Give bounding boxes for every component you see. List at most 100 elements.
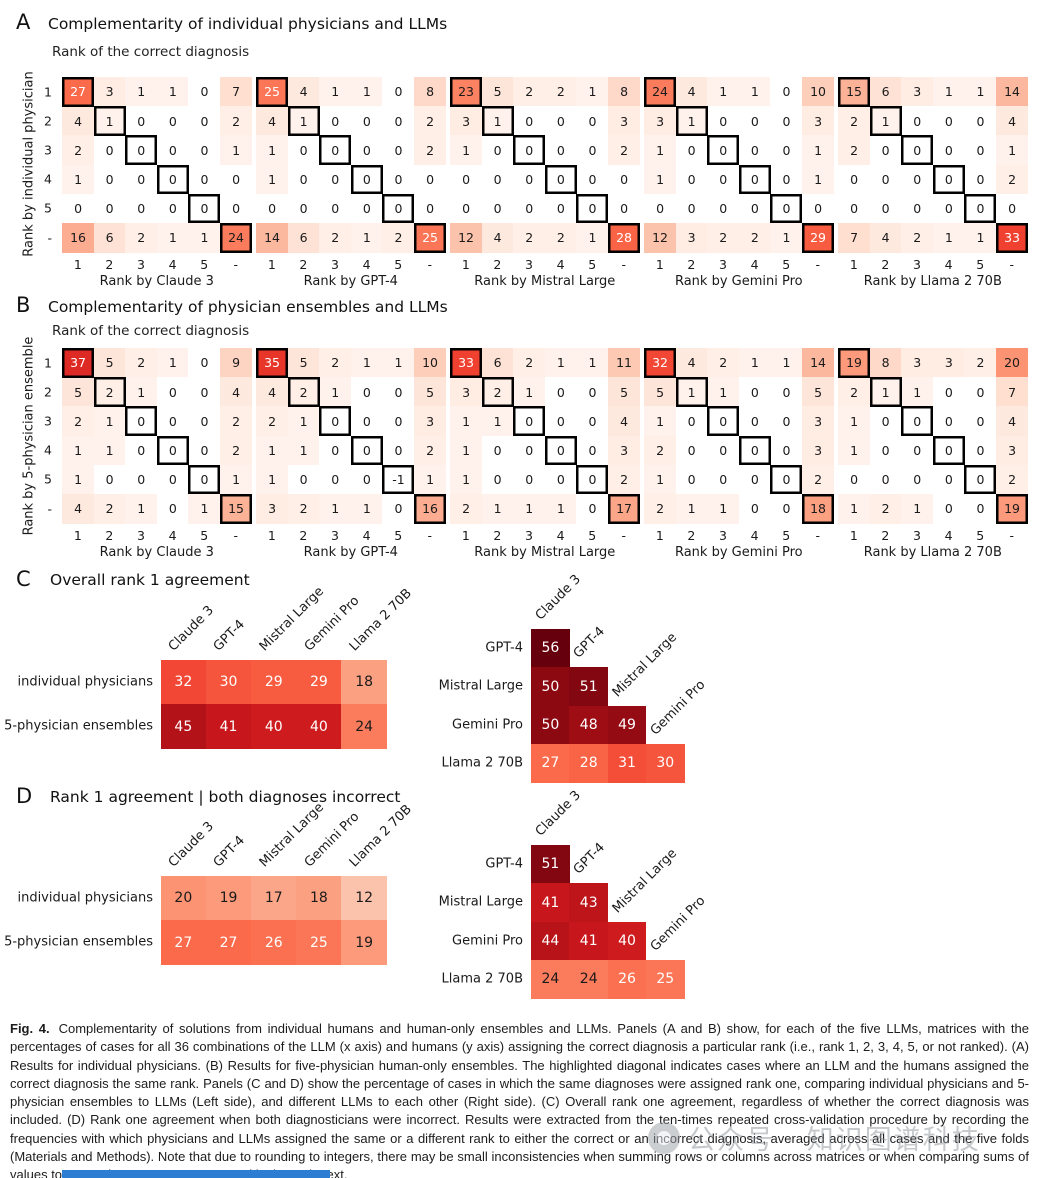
y-tick-label: 3 bbox=[44, 413, 52, 429]
heatmap-cell: 1 bbox=[382, 348, 415, 378]
heatmap-cell: 0 bbox=[188, 77, 221, 107]
heatmap-cell: 1 bbox=[644, 464, 677, 495]
heatmap-cell: 2 bbox=[319, 348, 352, 378]
heatmap-cell: 1 bbox=[256, 164, 289, 195]
heatmap-cell: 0 bbox=[964, 406, 997, 437]
heatmap-cell: 1 bbox=[256, 135, 289, 166]
heatmap-cell: 0 bbox=[544, 435, 577, 466]
y-tick-label: - bbox=[47, 501, 52, 517]
heatmap-cell: 0 bbox=[287, 164, 320, 195]
heatmap-cell: 0 bbox=[576, 106, 609, 136]
heatmap-cell: 0 bbox=[287, 193, 320, 224]
heatmap-cell: 3 bbox=[256, 494, 289, 524]
x-tick-label: 5 bbox=[588, 257, 597, 273]
heatmap-cell: 3 bbox=[608, 106, 641, 136]
heatmap-cell: 0 bbox=[964, 494, 997, 524]
heatmap-cell: 8 bbox=[608, 77, 641, 107]
heatmap-cell: 4 bbox=[675, 348, 708, 378]
heatmap-cell: 0 bbox=[901, 406, 934, 437]
heatmap-cell: 1 bbox=[481, 406, 514, 437]
heatmap-cell: 0 bbox=[738, 164, 771, 195]
heatmap-cell: 4 bbox=[256, 377, 289, 407]
heatmap-cell: 0 bbox=[125, 106, 158, 136]
x-axis-label: Rank by Gemini Pro bbox=[674, 274, 803, 290]
heatmap-cell: 0 bbox=[738, 406, 771, 437]
x-tick-label: 1 bbox=[73, 528, 82, 544]
heatmap-cell: 0 bbox=[220, 164, 253, 195]
x-tick-label: - bbox=[815, 528, 821, 544]
heatmap-cell: 0 bbox=[707, 435, 740, 466]
x-axis-label: Rank by Claude 3 bbox=[99, 545, 214, 561]
heatmap-cell: 1 bbox=[738, 348, 771, 378]
heatmap-cell: 1 bbox=[513, 494, 546, 524]
heatmap-cell: 50 bbox=[531, 667, 570, 707]
x-axis-label: Rank by GPT-4 bbox=[303, 274, 398, 290]
x-tick-label: 4 bbox=[362, 257, 371, 273]
heatmap-cell: 5 bbox=[93, 348, 126, 378]
heatmap-cell: 0 bbox=[382, 494, 415, 524]
bottom-blue-bar bbox=[62, 1170, 330, 1178]
heatmap-cell: 2 bbox=[414, 435, 447, 466]
heatmap-cell: 0 bbox=[481, 435, 514, 466]
y-tick-label: 3 bbox=[44, 142, 52, 158]
figure-caption: Fig. 4. Complementarity of solutions from… bbox=[10, 1020, 1029, 1178]
y-tick-label: 1 bbox=[44, 84, 52, 100]
heatmap-cell: 14 bbox=[256, 223, 289, 253]
heatmap-cell: 1 bbox=[125, 494, 158, 524]
heatmap-cell: 0 bbox=[932, 494, 965, 524]
panel-a-title: Complementarity of individual physicians… bbox=[48, 15, 448, 33]
caption-text: Complementarity of solutions from indivi… bbox=[10, 1021, 1029, 1178]
x-tick-label: - bbox=[427, 528, 433, 544]
heatmap-cell: 1 bbox=[707, 494, 740, 524]
heatmap-cell: 0 bbox=[738, 494, 771, 524]
heatmap-cell: 41 bbox=[205, 704, 252, 750]
heatmap-cell: 0 bbox=[901, 193, 934, 224]
heatmap-cell: 0 bbox=[675, 193, 708, 224]
heatmap-cell: 2 bbox=[964, 348, 997, 378]
heatmap-cell: 0 bbox=[869, 135, 902, 166]
heatmap-cell: 6 bbox=[93, 223, 126, 253]
heatmap-cell: 3 bbox=[802, 406, 835, 437]
heatmap-cell: 5 bbox=[287, 348, 320, 378]
heatmap-cell: 27 bbox=[531, 743, 570, 783]
heatmap-cell: 56 bbox=[531, 629, 570, 668]
heatmap-cell: 2 bbox=[707, 223, 740, 253]
heatmap-cell: 0 bbox=[350, 464, 383, 495]
heatmap-cell: 5 bbox=[802, 377, 835, 407]
heatmap-cell: 0 bbox=[802, 193, 835, 224]
matrix-column-label: GPT-4 bbox=[210, 617, 249, 655]
heatmap-cell: 1 bbox=[220, 464, 253, 495]
heatmap-cell: 2 bbox=[644, 435, 677, 466]
heatmap-cell: 5 bbox=[481, 77, 514, 107]
x-tick-label: 2 bbox=[881, 257, 890, 273]
heatmap-cell: 1 bbox=[350, 348, 383, 378]
x-tick-label: 4 bbox=[944, 257, 953, 273]
heatmap-cell: 0 bbox=[932, 377, 965, 407]
heatmap-cell: 0 bbox=[707, 464, 740, 495]
heatmap-cell: 0 bbox=[869, 406, 902, 437]
heatmap-cell: 0 bbox=[156, 494, 189, 524]
heatmap-cell: 2 bbox=[838, 106, 871, 136]
heatmap-cell: 10 bbox=[802, 77, 835, 107]
heatmap-cell: 1 bbox=[220, 135, 253, 166]
heatmap-cell: 4 bbox=[287, 77, 320, 107]
heatmap-cell: 0 bbox=[770, 377, 803, 407]
heatmap-cell: 0 bbox=[901, 464, 934, 495]
heatmap-cell: 0 bbox=[932, 406, 965, 437]
heatmap-cell: 0 bbox=[608, 164, 641, 195]
heatmap-cell: 0 bbox=[125, 406, 158, 437]
heatmap-cell: 0 bbox=[93, 193, 126, 224]
heatmap-cell: 40 bbox=[250, 704, 297, 750]
heatmap-cell: 1 bbox=[869, 377, 902, 407]
heatmap-cell: 0 bbox=[513, 106, 546, 136]
heatmap-cell: 1 bbox=[838, 406, 871, 437]
heatmap-cell: 1 bbox=[901, 494, 934, 524]
heatmap-cell: 0 bbox=[481, 193, 514, 224]
heatmap-cell: 2 bbox=[220, 106, 253, 136]
heatmap-cell: 1 bbox=[350, 223, 383, 253]
heatmap-cell: 3 bbox=[450, 377, 483, 407]
heatmap-cell: 18 bbox=[296, 876, 342, 921]
heatmap-cell: 5 bbox=[608, 377, 641, 407]
heatmap-cell: 29 bbox=[250, 660, 297, 705]
x-tick-label: 3 bbox=[913, 528, 921, 544]
